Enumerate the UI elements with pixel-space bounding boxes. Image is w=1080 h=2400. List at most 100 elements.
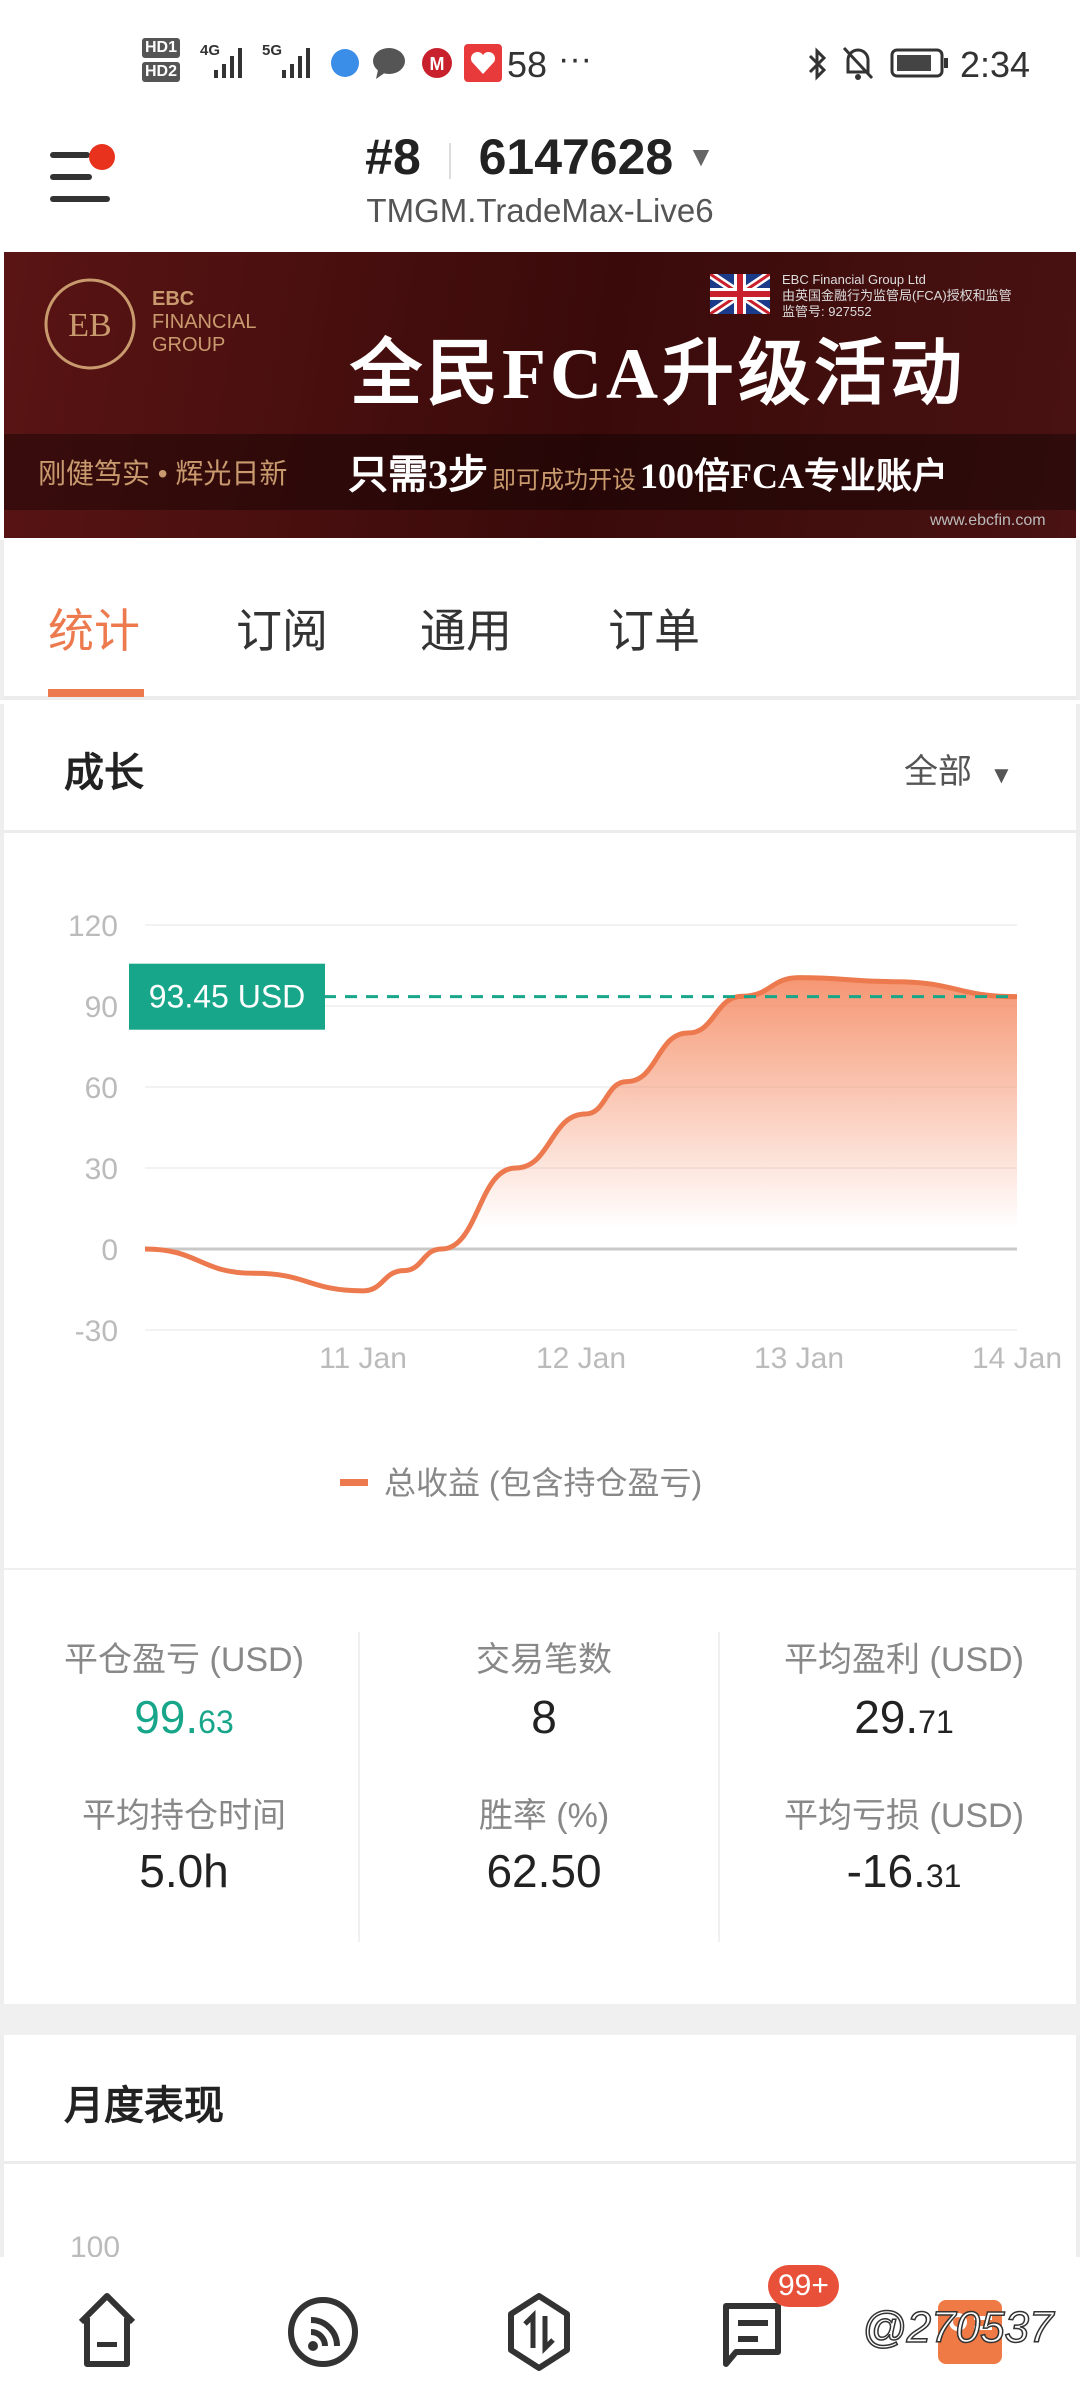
logo-line: FINANCIAL: [152, 311, 257, 333]
nav-trade[interactable]: [499, 2292, 579, 2372]
nav-home[interactable]: [67, 2292, 147, 2372]
nav-feed[interactable]: [283, 2292, 363, 2372]
monthly-title: 月度表现: [64, 2084, 224, 2128]
column-divider: [718, 1632, 720, 1942]
nav-profile[interactable]: [930, 2292, 1010, 2372]
growth-chart[interactable]: 120 90 60 30 0 -30 11 Jan 12 Jan 13 Jan 14 Jan 93.…: [0, 834, 1080, 1568]
banner-slogan: 刚健笃实 • 辉光日新: [38, 458, 288, 489]
x-tick-label: 12 Jan: [536, 1342, 626, 1375]
current-value-label: 93.45 USD: [149, 979, 306, 1015]
series-line: [144, 975, 1018, 1294]
signal-icon: [282, 48, 310, 78]
divider: [4, 830, 1076, 833]
tab-general[interactable]: 通用: [420, 605, 512, 657]
ebc-logo-icon: EB: [44, 278, 136, 370]
period-filter-value: 全部: [904, 753, 972, 791]
stat-value: 8: [364, 1690, 724, 1744]
y-tick-label: 90: [85, 991, 118, 1024]
x-tick-label: 11 Jan: [319, 1342, 407, 1375]
browser-app-icon: [331, 49, 359, 77]
status-bar: HD1 HD2 4G 5G M 58 ··· 2:34: [0, 0, 1080, 120]
notification-count: 58: [507, 44, 548, 85]
banner-strip: [4, 434, 1076, 510]
sim2-hd-icon: HD2: [142, 62, 181, 82]
clock: 2:34: [960, 44, 1031, 85]
banner-headline: 全民FCA升级活动: [350, 334, 966, 414]
monthly-card: 月度表现 100: [0, 2035, 1080, 2264]
divider: [4, 2161, 1076, 2164]
x-tick-label: 14 Jan: [972, 1342, 1062, 1375]
stat-value-int: -16.: [846, 1845, 926, 1897]
profile-icon: [938, 2300, 1002, 2364]
company-name: EBC Financial Group Ltd: [782, 272, 926, 287]
sub-c: 100倍FCA专业账户: [640, 456, 948, 496]
tab-statistics[interactable]: 统计: [48, 605, 140, 657]
watermark: @270537: [861, 2302, 1054, 2353]
account-prefix: #8: [365, 129, 421, 185]
chat-app-icon: [373, 48, 405, 79]
period-filter-dropdown[interactable]: 全部 ▼: [904, 744, 1013, 793]
stat-label: 平均亏损 (USD): [784, 1797, 1024, 1835]
current-value-badge: [129, 963, 325, 1030]
bottom-navigation: 99+ @270537: [0, 2257, 1080, 2400]
stat-value-int: 62.50: [486, 1845, 602, 1897]
tab-bar: 统计 订阅 通用 订单: [0, 540, 1080, 700]
legend-label: 总收益 (包含持仓盈亏): [384, 1465, 702, 1501]
tab-subscriptions[interactable]: 订阅: [236, 605, 328, 657]
column-divider: [358, 1632, 360, 1942]
dropdown-arrow-icon: ▼: [687, 141, 715, 172]
more-notifications-icon: ···: [558, 40, 592, 78]
y-tick-label: 60: [85, 1072, 118, 1105]
series-area: [145, 977, 1017, 1291]
nav-messages[interactable]: [714, 2292, 794, 2372]
sim-indicators: HD1 HD2: [142, 38, 181, 82]
tab-orders[interactable]: 订单: [608, 605, 700, 657]
promo-banner[interactable]: EB EBC FINANCIAL GROUP EBC Financial Gro…: [4, 252, 1076, 538]
stat-label: 平仓盈亏 (USD): [64, 1641, 304, 1679]
home-icon: [78, 2293, 136, 2367]
stat-value: 99.63: [4, 1690, 364, 1744]
svg-text:M: M: [430, 54, 445, 74]
stat-value: 5.0h: [4, 1844, 364, 1898]
sim1-hd-icon: HD1: [142, 38, 181, 58]
active-tab-indicator: [48, 689, 144, 697]
separator: [448, 142, 451, 179]
trade-icon: [508, 2293, 570, 2371]
account-selector[interactable]: #8 6147628 ▼: [0, 128, 1080, 186]
bluetooth-icon: [808, 47, 827, 81]
hamburger-menu-icon: [50, 144, 115, 202]
network-4g-label: 4G: [200, 42, 221, 59]
mute-bell-icon: [842, 46, 874, 80]
y-tick-label: 0: [101, 1234, 118, 1267]
growth-title: 成长: [64, 751, 144, 795]
stat-value-decimal: 71: [918, 1704, 954, 1740]
stat-value-decimal: 31: [925, 1858, 962, 1894]
stat-value-int: 8: [531, 1691, 557, 1743]
menu-button[interactable]: [44, 140, 124, 210]
battery-icon: [890, 48, 948, 78]
stat-value-int: 29.: [854, 1691, 919, 1743]
stat-value: 29.71: [724, 1690, 1080, 1744]
banner-subline: 只需3步 即可成功开设 100倍FCA专业账户: [348, 442, 948, 500]
message-icon: [723, 2303, 781, 2367]
stat-value-int: 99.: [134, 1691, 199, 1743]
svg-text:EB: EB: [68, 307, 111, 344]
divider: [4, 1568, 1076, 1570]
y-tick-label: 30: [85, 1153, 118, 1186]
stat-label: 平均持仓时间: [82, 1797, 286, 1835]
regulator-text: 由英国金融行为监管局(FCA)授权和监管: [782, 288, 1012, 303]
logo-line: EBC: [152, 288, 195, 310]
section-gap: [0, 2004, 1080, 2035]
dropdown-arrow-icon: ▼: [989, 762, 1014, 789]
stat-value-decimal: 63: [198, 1704, 234, 1740]
stat-value-int: 5.0h: [139, 1845, 229, 1897]
shopping-app-icon: [464, 44, 502, 82]
feed-icon: [288, 2297, 358, 2367]
y-tick-label: -30: [75, 1315, 118, 1348]
sub-b: 即可成功开设: [492, 468, 636, 494]
stat-value: -16.31: [724, 1844, 1080, 1898]
y-tick-label: 120: [68, 910, 118, 943]
signal-icon: [214, 48, 242, 78]
bank-app-icon: M: [422, 48, 452, 78]
account-number: 6147628: [478, 129, 674, 185]
